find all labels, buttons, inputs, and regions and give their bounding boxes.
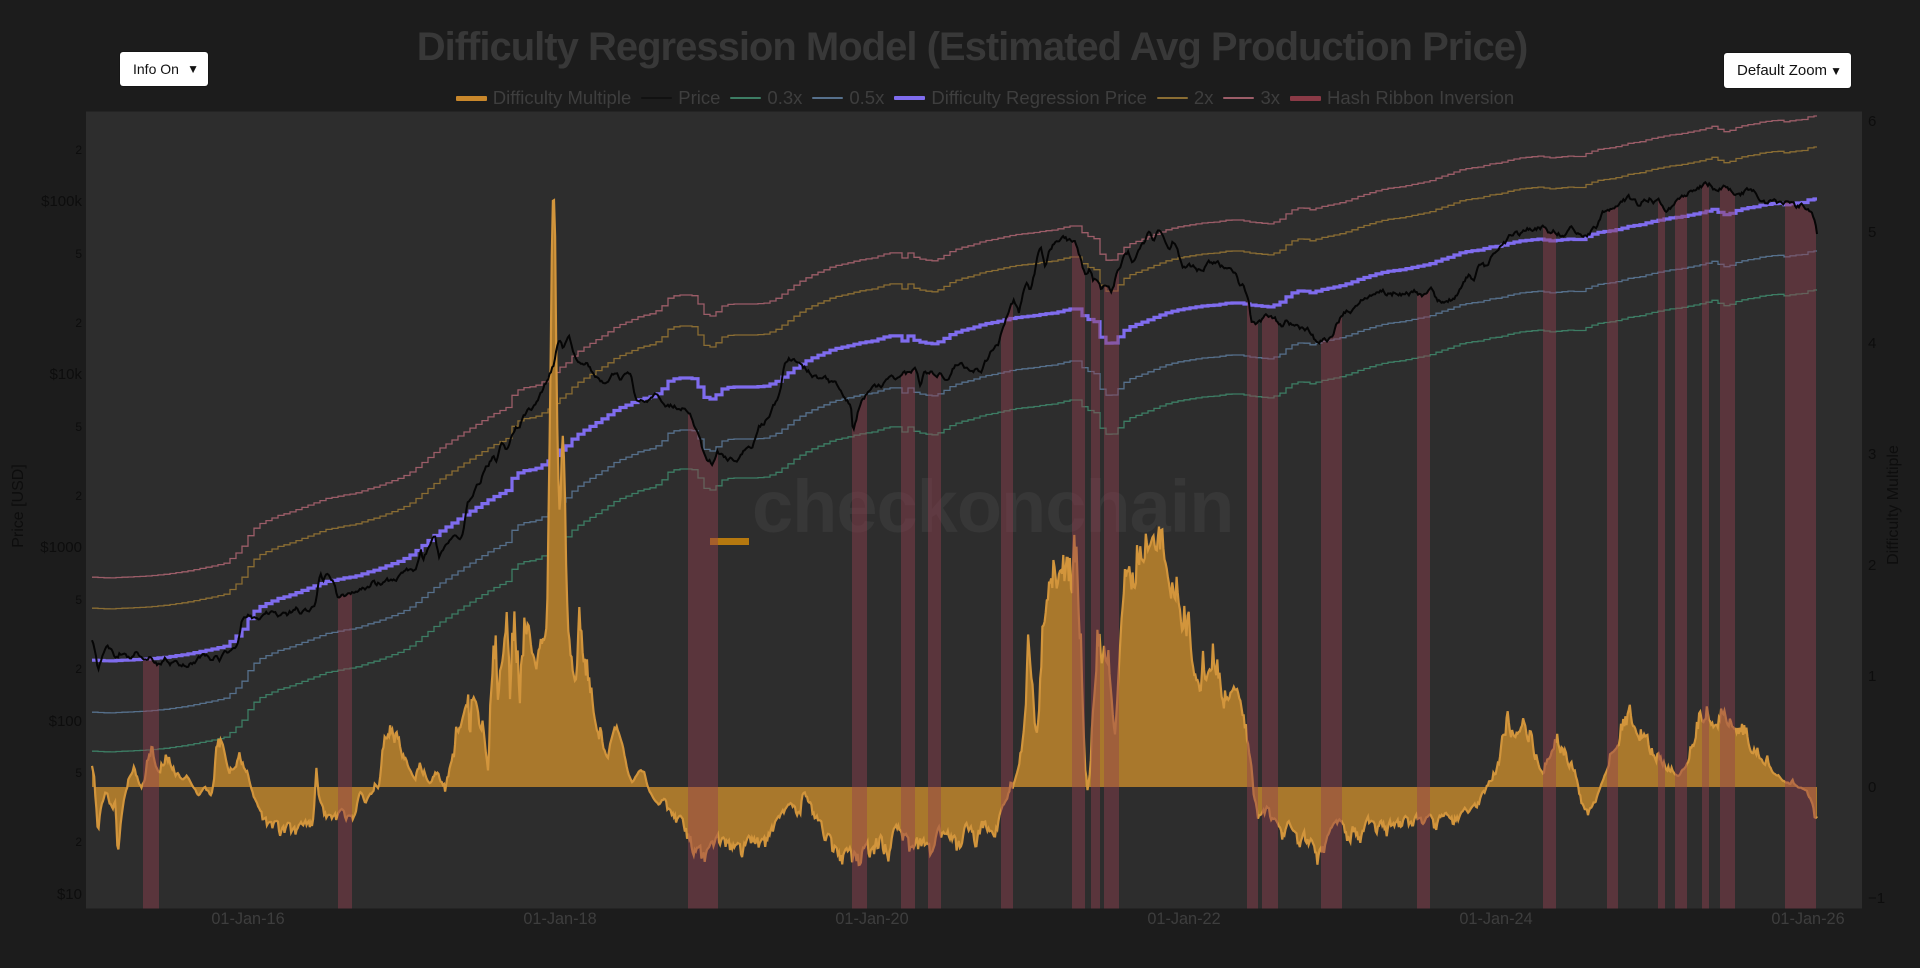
- svg-text:2: 2: [1868, 557, 1876, 574]
- svg-text:6: 6: [1868, 113, 1876, 130]
- svg-text:2: 2: [75, 662, 82, 676]
- svg-text:Difficulty Multiple: Difficulty Multiple: [1885, 445, 1902, 565]
- svg-text:4: 4: [1868, 335, 1876, 352]
- svg-text:5: 5: [75, 766, 82, 780]
- svg-text:$100k: $100k: [41, 193, 82, 210]
- svg-text:01-Jan-18: 01-Jan-18: [523, 910, 596, 928]
- svg-text:2: 2: [75, 835, 82, 849]
- svg-text:1: 1: [1868, 668, 1876, 685]
- svg-text:5: 5: [75, 420, 82, 434]
- svg-text:$1000: $1000: [40, 539, 82, 556]
- svg-text:2: 2: [75, 143, 82, 157]
- svg-text:$10k: $10k: [49, 366, 82, 383]
- svg-text:0: 0: [1868, 779, 1876, 796]
- svg-text:01-Jan-26: 01-Jan-26: [1771, 910, 1844, 928]
- svg-text:Price [USD]: Price [USD]: [10, 464, 27, 548]
- svg-text:$10: $10: [57, 886, 82, 903]
- svg-text:01-Jan-20: 01-Jan-20: [835, 910, 908, 928]
- svg-text:2: 2: [75, 316, 82, 330]
- svg-text:2: 2: [75, 489, 82, 503]
- svg-text:5: 5: [1868, 224, 1876, 241]
- svg-text:5: 5: [75, 247, 82, 261]
- svg-text:−1: −1: [1868, 890, 1885, 907]
- svg-text:5: 5: [75, 593, 82, 607]
- svg-text:01-Jan-16: 01-Jan-16: [211, 910, 284, 928]
- svg-text:01-Jan-24: 01-Jan-24: [1459, 910, 1532, 928]
- svg-text:$100: $100: [49, 713, 82, 730]
- svg-text:3: 3: [1868, 446, 1876, 463]
- svg-text:01-Jan-22: 01-Jan-22: [1147, 910, 1220, 928]
